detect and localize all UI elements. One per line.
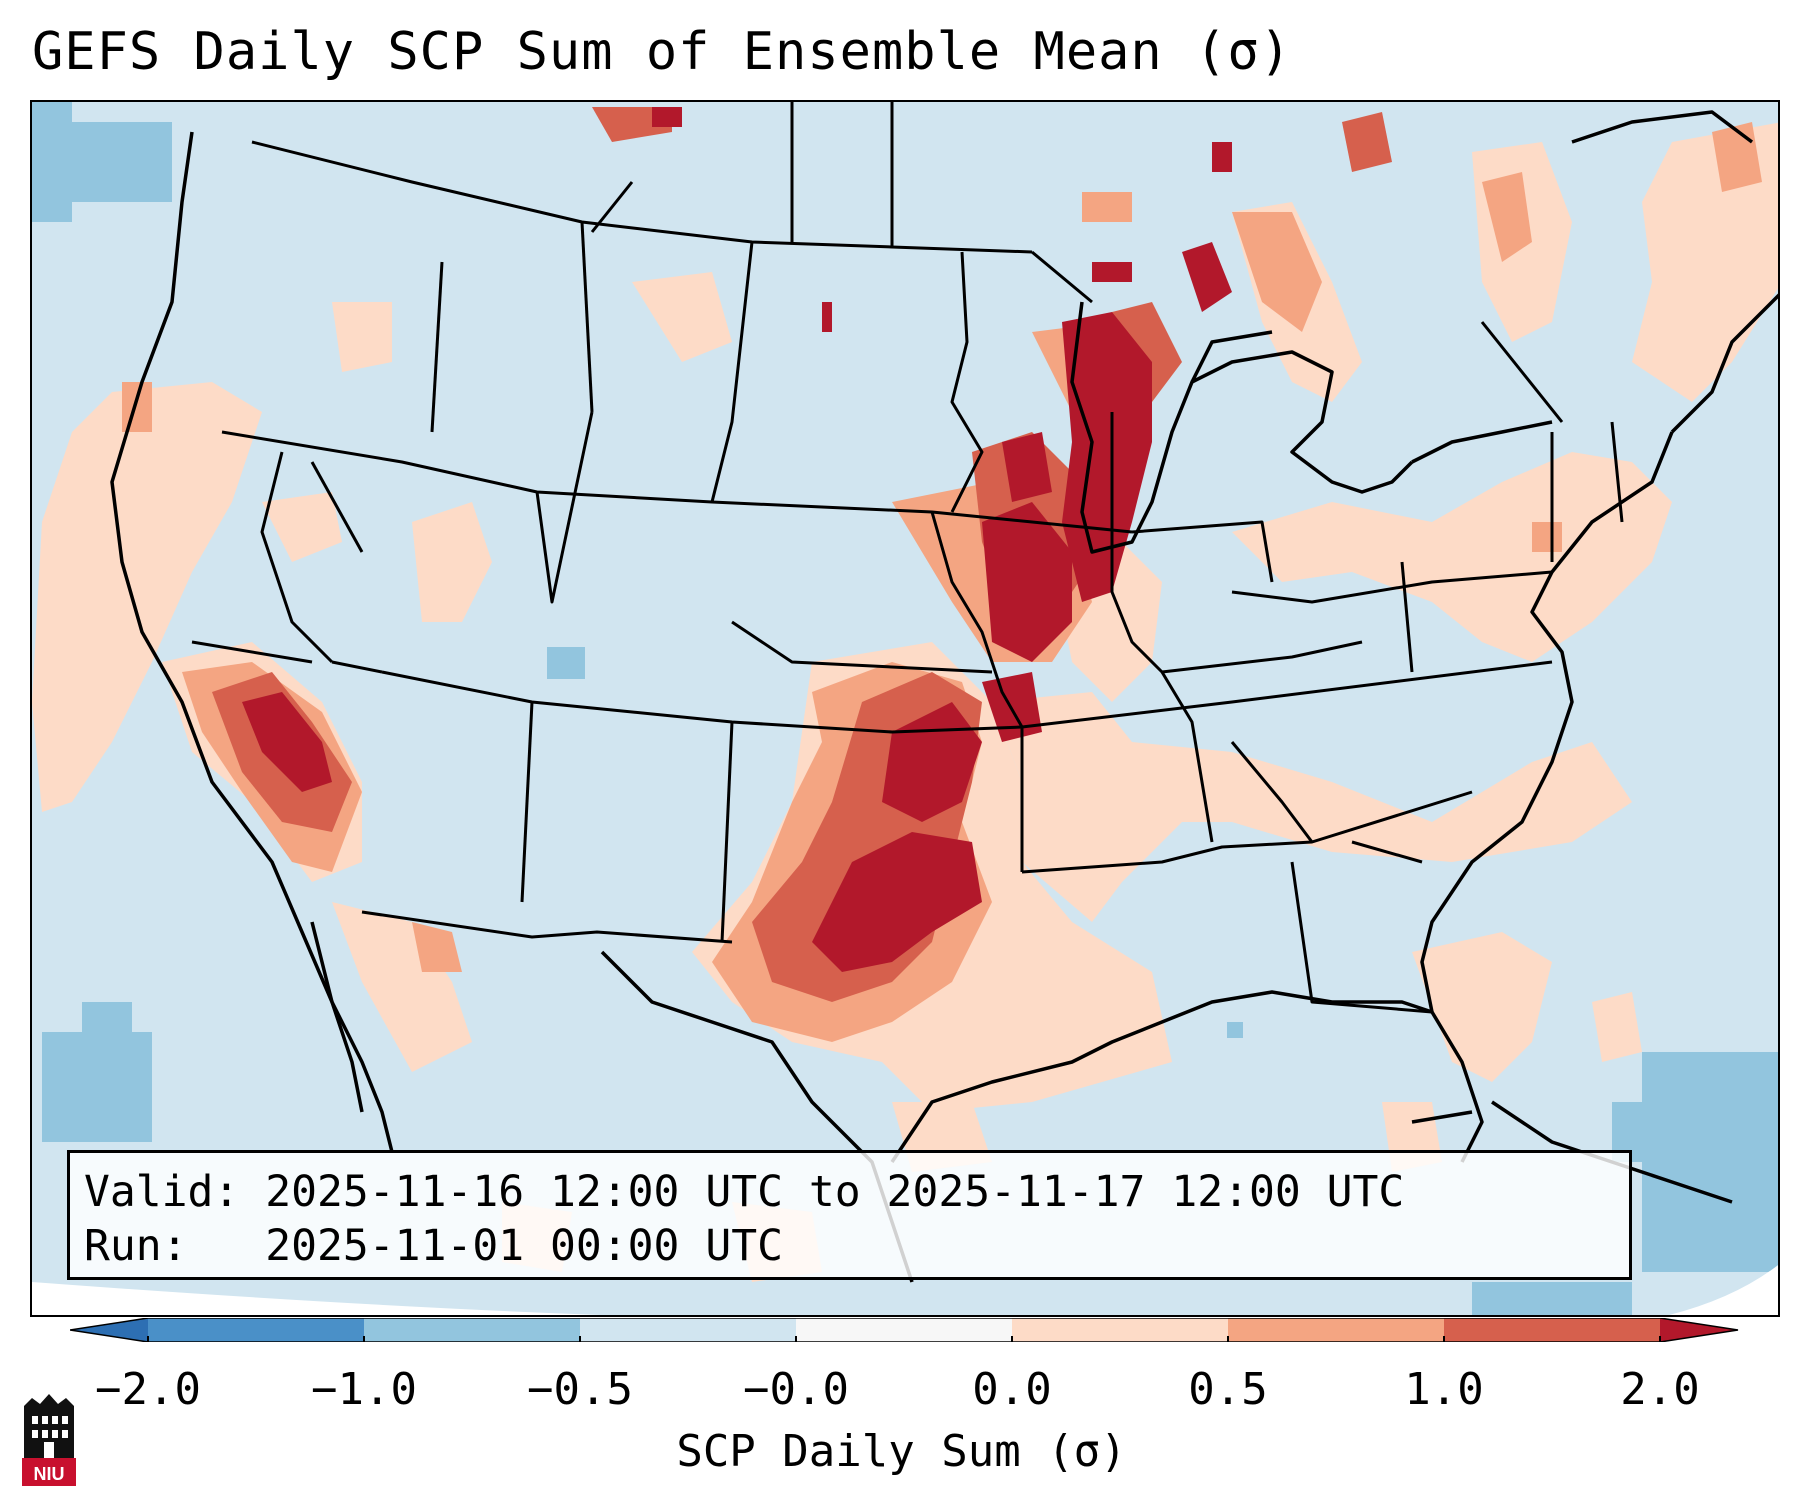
colorbar-over-arrow xyxy=(1660,1318,1738,1342)
validity-info-box: Valid: 2025-11-16 12:00 UTC to 2025-11-1… xyxy=(67,1150,1632,1280)
colorbar-tick: −0.0 xyxy=(743,1364,849,1415)
colorbar-bin-2 xyxy=(364,1318,580,1342)
negative-anomaly-patches xyxy=(32,102,1778,1315)
extreme-positive-patches xyxy=(242,107,1232,972)
colorbar-bin-5 xyxy=(1012,1318,1228,1342)
colorbar xyxy=(70,1318,1739,1342)
valid-value: 2025-11-16 12:00 UTC to 2025-11-17 12:00… xyxy=(265,1167,1405,1217)
colorbar-bin-6 xyxy=(1228,1318,1444,1342)
colorbar-bin-7 xyxy=(1444,1318,1660,1342)
valid-label: Valid: xyxy=(84,1167,240,1217)
run-label: Run: xyxy=(84,1221,188,1271)
map-panel xyxy=(30,100,1780,1317)
niu-logo-icon: NIU xyxy=(22,1394,76,1486)
run-value: 2025-11-01 00:00 UTC xyxy=(265,1221,783,1271)
colorbar-under-arrow xyxy=(70,1318,148,1342)
colorbar-tick: 2.0 xyxy=(1620,1364,1700,1415)
scp-map xyxy=(32,102,1778,1315)
page-title: GEFS Daily SCP Sum of Ensemble Mean (σ) xyxy=(32,22,1292,82)
colorbar-tick: 1.0 xyxy=(1404,1364,1484,1415)
colorbar-tick: 0.0 xyxy=(972,1364,1052,1415)
colorbar-tick: −1.0 xyxy=(311,1364,417,1415)
colorbar-tick: −0.5 xyxy=(527,1364,633,1415)
colorbar-bin-4 xyxy=(796,1318,1012,1342)
state-boundaries xyxy=(191,102,1624,1014)
colorbar-bin-3 xyxy=(580,1318,796,1342)
colorbar-bin-1 xyxy=(148,1318,364,1342)
colorbar-label: SCP Daily Sum (σ) xyxy=(676,1426,1127,1477)
colorbar-tick: 0.5 xyxy=(1188,1364,1268,1415)
colorbar-tick: −2.0 xyxy=(95,1364,201,1415)
logo-text: NIU xyxy=(34,1464,65,1484)
